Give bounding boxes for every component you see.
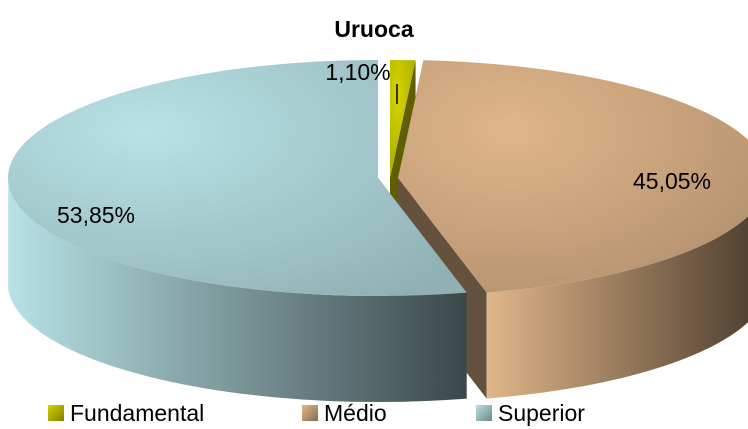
legend-item-medio: Médio [302, 398, 387, 428]
legend-item-fundamental: Fundamental [48, 398, 204, 428]
legend-swatch-fundamental [48, 405, 64, 421]
chart-legend: Fundamental Médio Superior [0, 398, 748, 428]
legend-swatch-medio [302, 405, 318, 421]
legend-item-superior: Superior [476, 398, 585, 428]
pie-slice-superior [8, 60, 467, 402]
legend-label-fundamental: Fundamental [70, 400, 205, 426]
legend-label-medio: Médio [324, 400, 387, 426]
data-label-fundamental: 1,10% [325, 59, 390, 85]
data-label-medio: 45,05% [633, 168, 711, 194]
data-label-superior: 53,85% [57, 202, 135, 228]
legend-swatch-superior [476, 405, 492, 421]
chart-title: Uruoca [334, 16, 414, 42]
legend-label-superior: Superior [498, 400, 585, 426]
